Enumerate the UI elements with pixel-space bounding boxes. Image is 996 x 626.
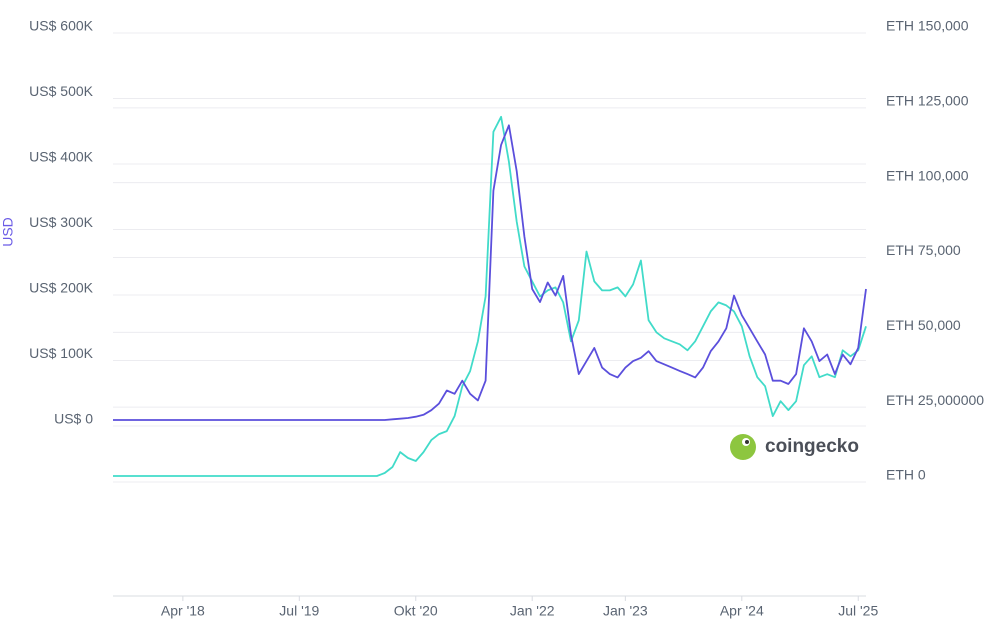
y-tick-label: US$ 200K (29, 280, 93, 296)
logo-pupil (745, 440, 749, 444)
y-tick-label: US$ 300K (29, 214, 93, 230)
y2-tick-label: ETH 0 (886, 467, 926, 483)
x-tick-label: Jul '25 (838, 603, 878, 619)
y-tick-label: US$ 0 (54, 411, 93, 427)
x-tick-label: Jan '23 (603, 603, 648, 619)
x-tick-label: Okt '20 (394, 603, 438, 619)
x-tick-label: Jul '19 (279, 603, 319, 619)
series-line (113, 115, 867, 477)
y-tick-label: US$ 400K (29, 149, 93, 165)
y2-tick-label: ETH 100,000 (886, 167, 969, 183)
series-line (113, 124, 867, 421)
y-tick-label: US$ 500K (29, 83, 93, 99)
y2-tick-label: ETH 125,000 (886, 93, 969, 109)
y-tick-label: US$ 100K (29, 345, 93, 361)
logo-circle (730, 434, 756, 460)
watermark-logo (730, 434, 756, 460)
x-tick-label: Jan '22 (510, 603, 555, 619)
y2-tick-label: ETH 25,000000 (886, 392, 984, 408)
y-axis-title: USD (0, 217, 16, 247)
y2-tick-label: ETH 75,000 (886, 242, 961, 258)
y2-tick-label: ETH 50,000 (886, 317, 961, 333)
x-tick-label: Apr '18 (161, 603, 205, 619)
y-tick-label: US$ 600K (29, 18, 93, 34)
x-tick-label: Apr '24 (720, 603, 764, 619)
watermark: coingecko (765, 436, 859, 457)
y2-tick-label: ETH 150,000 (886, 18, 969, 34)
